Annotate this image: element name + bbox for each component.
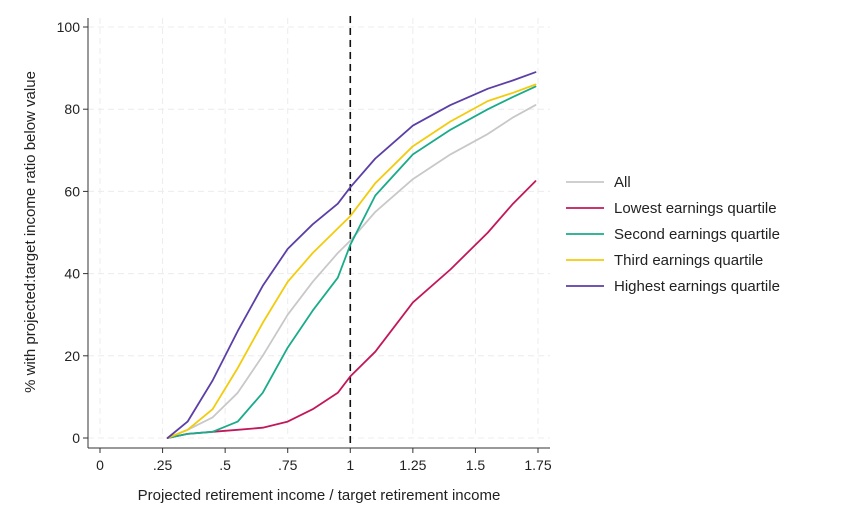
legend-label: Third earnings quartile: [614, 252, 763, 269]
tick-labels: 0 20 40 60 80 100 0 .25 .5 .75 1 1.25 1.5 1.75: [57, 19, 552, 473]
legend-label: All: [614, 174, 631, 191]
y-tick-label: 100: [57, 19, 81, 35]
y-tick-label: 80: [64, 101, 80, 117]
x-tick-label: 1.25: [399, 457, 426, 473]
y-tick-label: 20: [64, 348, 80, 364]
x-tick-label: 1.5: [466, 457, 486, 473]
x-tick-label: 0: [96, 457, 104, 473]
x-tick-label: 1.75: [524, 457, 551, 473]
legend-label: Second earnings quartile: [614, 226, 780, 243]
legend-label: Highest earnings quartile: [614, 278, 780, 295]
y-tick-label: 40: [64, 266, 80, 282]
grid: [88, 18, 550, 439]
y-tick-label: 0: [72, 430, 80, 446]
x-tick-label: .75: [278, 457, 298, 473]
x-axis-title: Projected retirement income / target ret…: [138, 487, 501, 504]
x-tick-label: .5: [219, 457, 231, 473]
series-line-5: [166, 71, 537, 439]
x-tick-label: 1: [346, 457, 354, 473]
y-axis-title: % with projected:target income ratio bel…: [22, 71, 39, 393]
series-group: [166, 71, 537, 439]
legend: All Lowest earnings quartile Second earnin…: [566, 174, 780, 295]
axes: [83, 18, 550, 453]
y-tick-label: 60: [64, 183, 80, 199]
legend-label: Lowest earnings quartile: [614, 200, 777, 217]
series-line-3: [166, 85, 537, 439]
series-line-4: [166, 83, 537, 439]
series-line-2: [166, 180, 537, 439]
x-tick-label: .25: [153, 457, 173, 473]
series-line-1: [166, 104, 537, 439]
